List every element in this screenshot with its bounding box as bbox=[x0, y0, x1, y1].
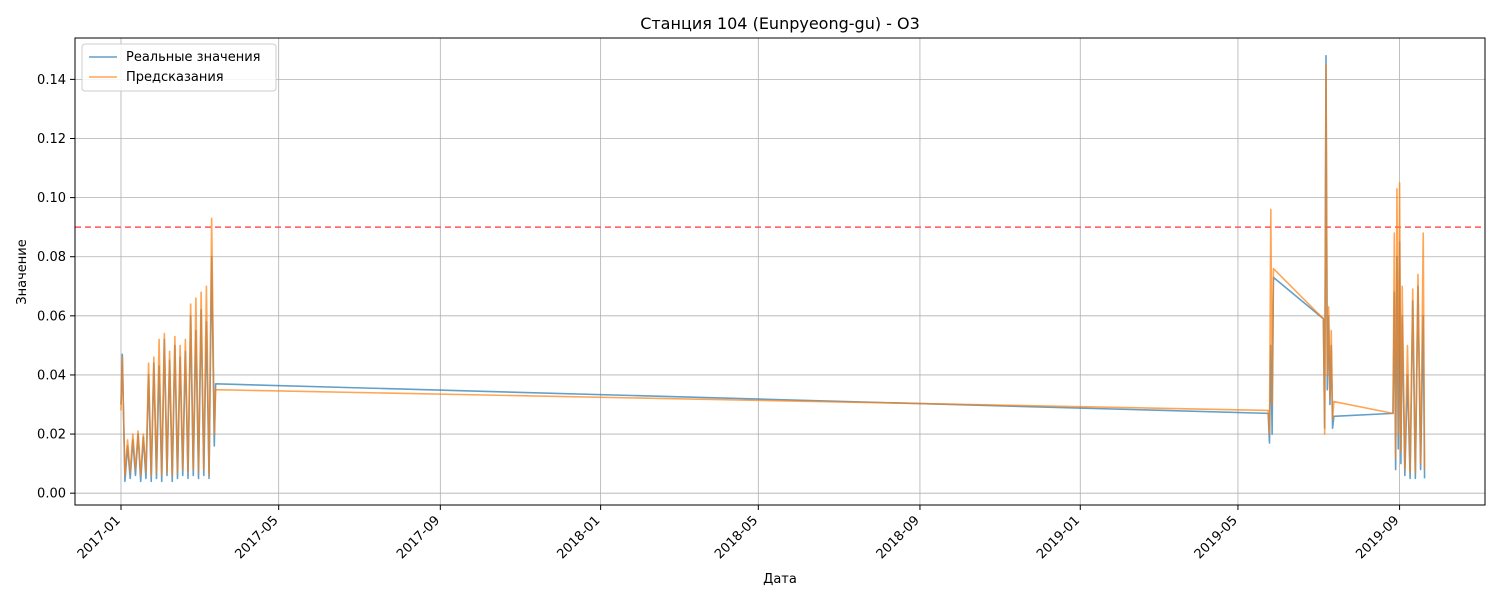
y-tick-label: 0.10 bbox=[37, 191, 66, 206]
legend-label-real: Реальные значения bbox=[126, 50, 261, 65]
y-tick-label: 0.08 bbox=[37, 250, 66, 265]
plot-frame bbox=[74, 37, 1486, 506]
legend-box bbox=[81, 43, 277, 92]
chart-title: Станция 104 (Eunpyeong-gu) - O3 bbox=[640, 14, 920, 33]
y-tick-label: 0.02 bbox=[37, 428, 66, 443]
y-axis-label: Значение bbox=[15, 239, 30, 304]
y-tick-label: 0.14 bbox=[37, 73, 66, 88]
legend-label-predicted: Предсказания bbox=[126, 70, 224, 85]
x-axis-label: Дата bbox=[763, 572, 797, 587]
grid bbox=[75, 38, 1485, 505]
y-tick-label: 0.00 bbox=[37, 487, 66, 502]
legend: Реальные значения Предсказания bbox=[81, 43, 277, 92]
series-line-predicted bbox=[120, 63, 1426, 477]
y-tick-label: 0.12 bbox=[37, 132, 66, 147]
y-tick-label: 0.06 bbox=[37, 309, 66, 324]
y-tick-label: 0.04 bbox=[37, 368, 66, 383]
series-layer bbox=[120, 54, 1426, 483]
